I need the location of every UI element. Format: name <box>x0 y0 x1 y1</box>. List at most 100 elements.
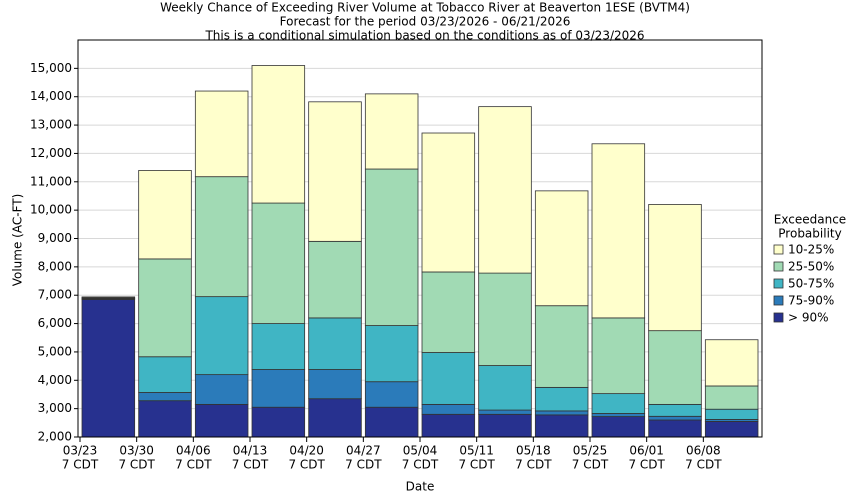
bar-segment <box>138 392 192 402</box>
bar-segment <box>704 408 759 420</box>
y-tick-label: 9,000 <box>38 231 72 245</box>
bar-segment <box>478 106 532 274</box>
bar-segment <box>648 403 702 417</box>
bar-segment <box>251 65 306 204</box>
bar-segment <box>251 323 306 370</box>
x-tick-sublabel: 7 CDT <box>458 458 495 472</box>
y-tick-label: 12,000 <box>30 146 72 160</box>
bar-segment <box>364 93 419 170</box>
bar-segment <box>364 381 419 408</box>
chart-title: Weekly Chance of Exceeding River Volume … <box>160 1 690 15</box>
bar-segment <box>421 413 476 438</box>
bar-segment <box>591 393 646 414</box>
bar-segment <box>138 258 192 358</box>
y-tick-label: 7,000 <box>38 288 72 302</box>
bar-segment <box>308 317 362 370</box>
x-tick-label: 04/06 <box>176 444 211 458</box>
y-tick-label: 3,000 <box>38 401 72 415</box>
x-tick-sublabel: 7 CDT <box>685 458 722 472</box>
chart-subtitle: This is a conditional simulation based o… <box>204 29 644 43</box>
x-tick-sublabel: 7 CDT <box>345 458 382 472</box>
x-tick-sublabel: 7 CDT <box>118 458 155 472</box>
x-tick-sublabel: 7 CDT <box>628 458 665 472</box>
chart-subtitle: Forecast for the period 03/23/2026 - 06/… <box>280 15 571 29</box>
bar-segment <box>194 176 249 298</box>
legend-swatch <box>773 295 784 306</box>
legend-swatch <box>773 278 784 289</box>
x-tick-sublabel: 7 CDT <box>572 458 609 472</box>
bar-segment <box>534 190 589 307</box>
x-tick-label: 06/08 <box>686 444 721 458</box>
bar-segment <box>308 369 362 400</box>
bar-segment <box>534 410 589 416</box>
x-tick-sublabel: 7 CDT <box>402 458 439 472</box>
bar-segment <box>648 415 702 421</box>
bar-segment <box>704 339 759 387</box>
bar-segment <box>421 403 476 415</box>
x-tick-label: 05/18 <box>516 444 551 458</box>
legend-swatch <box>773 244 784 255</box>
y-tick-label: 2,000 <box>38 430 72 444</box>
x-tick-label: 05/11 <box>459 444 494 458</box>
x-tick-sublabel: 7 CDT <box>288 458 325 472</box>
plot-frame <box>77 39 763 438</box>
bar-segment <box>478 409 532 415</box>
bar-segment <box>194 90 249 178</box>
bar-segment <box>704 385 759 410</box>
bar-segment <box>421 271 476 353</box>
y-tick-label: 4,000 <box>38 373 72 387</box>
bar-segment <box>478 413 532 438</box>
bar-segment <box>704 421 759 438</box>
y-tick-label: 10,000 <box>30 203 72 217</box>
bar-segment <box>648 204 702 332</box>
x-tick-label: 03/23 <box>63 444 98 458</box>
bar-segment <box>308 398 362 438</box>
bar-segment <box>308 240 362 319</box>
bar-segment <box>138 400 192 438</box>
y-tick-label: 14,000 <box>30 89 72 103</box>
x-tick-sublabel: 7 CDT <box>175 458 212 472</box>
y-tick-label: 5,000 <box>38 344 72 358</box>
x-tick-label: 04/27 <box>346 444 381 458</box>
bar-segment <box>591 143 646 319</box>
legend-title: Exceedance <box>774 213 846 227</box>
bar-segment <box>81 296 136 299</box>
legend-label: 75-90% <box>788 294 834 308</box>
bar-segment <box>534 414 589 438</box>
y-axis-label: Volume (AC-FT) <box>11 194 25 287</box>
x-tick-label: 04/13 <box>233 444 268 458</box>
bar-segment <box>364 406 419 438</box>
bar-segment <box>648 330 702 405</box>
legend-title: Probability <box>778 227 841 241</box>
legend-label: 50-75% <box>788 277 834 291</box>
bar-segment <box>421 352 476 405</box>
legend-swatch <box>773 261 784 272</box>
y-tick-label: 13,000 <box>30 118 72 132</box>
bar-segment <box>534 305 589 388</box>
bar-segment <box>194 403 249 438</box>
x-axis-label: Date <box>406 480 435 494</box>
bar-segment <box>251 369 306 408</box>
bar-segment <box>591 317 646 395</box>
legend-label: > 90% <box>788 311 829 325</box>
bar-segment <box>364 325 419 383</box>
x-tick-sublabel: 7 CDT <box>232 458 269 472</box>
bar-segment <box>251 202 306 324</box>
bar-segment <box>591 416 646 438</box>
x-tick-label: 05/25 <box>573 444 608 458</box>
bar-segment <box>364 168 419 326</box>
x-tick-label: 03/30 <box>119 444 154 458</box>
bar-segment <box>421 132 476 273</box>
legend-label: 10-25% <box>788 243 834 257</box>
bar-segment <box>591 413 646 417</box>
bar-segment <box>251 406 306 438</box>
x-tick-label: 04/20 <box>289 444 324 458</box>
y-tick-label: 11,000 <box>30 174 72 188</box>
x-tick-sublabel: 7 CDT <box>62 458 99 472</box>
bar-segment <box>138 170 192 260</box>
bar-segment <box>648 419 702 438</box>
legend-label: 25-50% <box>788 260 834 274</box>
bar-segment <box>308 101 362 242</box>
y-tick-label: 6,000 <box>38 316 72 330</box>
